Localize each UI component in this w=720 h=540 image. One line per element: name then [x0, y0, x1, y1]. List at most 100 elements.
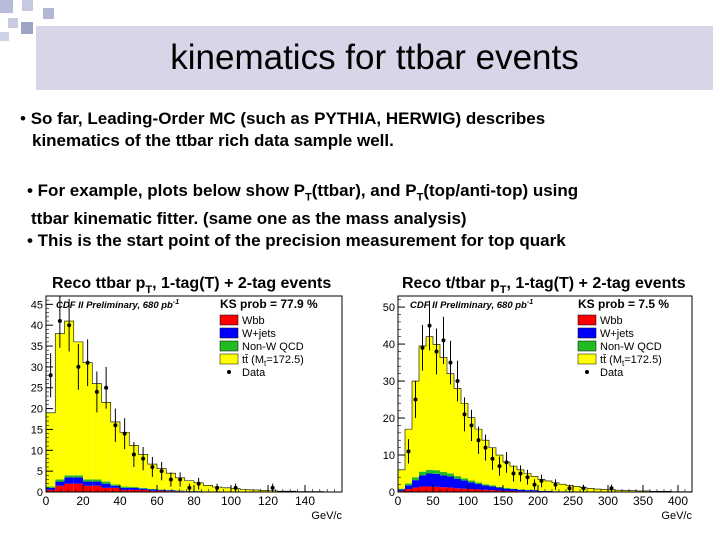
bar-wjets — [496, 487, 503, 491]
bar-wjets — [468, 482, 475, 490]
bar-tt — [503, 462, 510, 488]
legend-swatch — [577, 353, 597, 365]
bullet-2-line-1-mid: (ttbar), and P — [311, 181, 417, 200]
data-point — [518, 471, 523, 476]
bar-tt — [461, 403, 468, 479]
bar-nonwqcd — [419, 471, 426, 476]
bar-wbb — [405, 489, 412, 492]
histogram-panel-left: Reco ttbar pT, 1-tag(T) + 2-tag events 0 5… — [20, 270, 360, 522]
bar-nonwqcd — [138, 487, 148, 489]
bar-wjets — [129, 487, 139, 490]
bar-tt — [221, 487, 231, 492]
legend-label-main: Data — [600, 367, 624, 379]
data-point — [497, 464, 502, 469]
bar-tt — [447, 373, 454, 474]
decor-square — [0, 32, 9, 41]
data-point — [113, 423, 118, 428]
data-point — [609, 486, 614, 491]
legend-label-main: Wbb — [242, 315, 265, 327]
x-tick-label: 120 — [258, 494, 278, 508]
bar-tt — [559, 484, 566, 492]
bar-tt — [622, 490, 629, 492]
bar-tt — [240, 489, 250, 492]
bar-nonwqcd — [110, 484, 120, 486]
bar-nonwqcd — [440, 472, 447, 476]
bar-wjets — [461, 480, 468, 489]
legend-label-subscript: t — [622, 359, 625, 368]
page-title: kinematics for ttbar events — [170, 38, 579, 77]
data-point — [441, 338, 446, 343]
preliminary-superscript: -1 — [527, 299, 533, 306]
legend-label-main: tt̄ (M — [600, 354, 622, 366]
y-tick-label: 5 — [37, 466, 43, 478]
data-point — [511, 471, 516, 476]
legend-label: Data — [600, 367, 624, 379]
x-axis-label: GeV/c — [661, 510, 692, 520]
bar-tt — [629, 490, 636, 492]
data-point — [104, 385, 109, 390]
subscript-t: T — [416, 191, 424, 204]
title-bar: kinematics for ttbar events — [36, 26, 713, 90]
data-point — [150, 464, 155, 469]
bar-wbb — [46, 489, 56, 492]
x-tick-label: 60 — [150, 494, 164, 508]
histogram-panel-right: Reco t/tbar pT, 1-tag(T) + 2-tag events 0… — [370, 270, 710, 522]
bullet-1: • So far, Leading-Order MC (such as PYTH… — [20, 108, 545, 152]
bar-nonwqcd — [120, 486, 130, 488]
legend-label: W+jets — [600, 328, 634, 340]
bar-tt — [46, 412, 56, 487]
bar-wbb — [138, 489, 148, 492]
bar-wjets — [64, 477, 74, 484]
data-point — [553, 482, 558, 487]
bar-wbb — [129, 489, 139, 492]
data-point — [462, 412, 467, 417]
bar-wjets — [92, 481, 102, 486]
bullet-marker: • — [20, 109, 26, 128]
bar-nonwqcd — [496, 486, 503, 488]
chart-title-main: Reco ttbar p — [52, 275, 146, 292]
x-tick-label: 100 — [458, 494, 478, 508]
chart-title-rest: , 1-tag(T) + 2-tag events — [507, 275, 686, 292]
bar-tt — [433, 344, 440, 471]
bar-tt — [468, 417, 475, 481]
legend-label-rest: =172.5) — [266, 354, 304, 366]
bar-wbb — [433, 486, 440, 492]
bar-tt — [636, 490, 643, 492]
bar-wjets — [503, 488, 510, 491]
legend-swatch — [577, 327, 597, 339]
bar-wbb — [73, 483, 83, 492]
legend-label: tt̄ (Mt=172.5) — [242, 354, 304, 368]
bar-tt — [92, 383, 102, 480]
x-tick-label: 200 — [528, 494, 548, 508]
bar-wbb — [503, 490, 510, 492]
bar-tt — [419, 345, 426, 472]
bar-nonwqcd — [412, 477, 419, 481]
bar-wjets — [166, 490, 176, 492]
preliminary-superscript: -1 — [173, 299, 179, 306]
x-tick-label: 0 — [43, 494, 50, 508]
preliminary-label: CDF II Preliminary, 680 pb-1 — [56, 299, 179, 311]
data-point — [420, 345, 425, 350]
bar-tt — [64, 321, 74, 476]
bar-wjets — [489, 486, 496, 491]
legend-label: Non-W QCD — [600, 341, 662, 353]
bar-wbb — [461, 488, 468, 492]
bar-nonwqcd — [405, 483, 412, 486]
data-point — [539, 478, 544, 483]
data-point — [532, 482, 537, 487]
data-point — [48, 373, 53, 378]
decor-square — [21, 22, 33, 34]
x-tick-label: 150 — [493, 494, 513, 508]
bar-nonwqcd — [73, 475, 83, 478]
y-tick-label: 20 — [383, 413, 395, 425]
bar-wbb — [419, 486, 426, 492]
bar-nonwqcd — [447, 473, 454, 477]
bar-tt — [412, 381, 419, 478]
bar-wjets — [55, 481, 65, 486]
bar-wbb — [101, 487, 111, 492]
histogram-top-pt: Reco t/tbar pT, 1-tag(T) + 2-tag events 0… — [383, 275, 693, 522]
bar-nonwqcd — [433, 470, 440, 474]
bullet-3: • This is the start point of the precisi… — [27, 231, 566, 251]
bar-tt — [258, 490, 268, 492]
bar-tt — [73, 341, 83, 476]
